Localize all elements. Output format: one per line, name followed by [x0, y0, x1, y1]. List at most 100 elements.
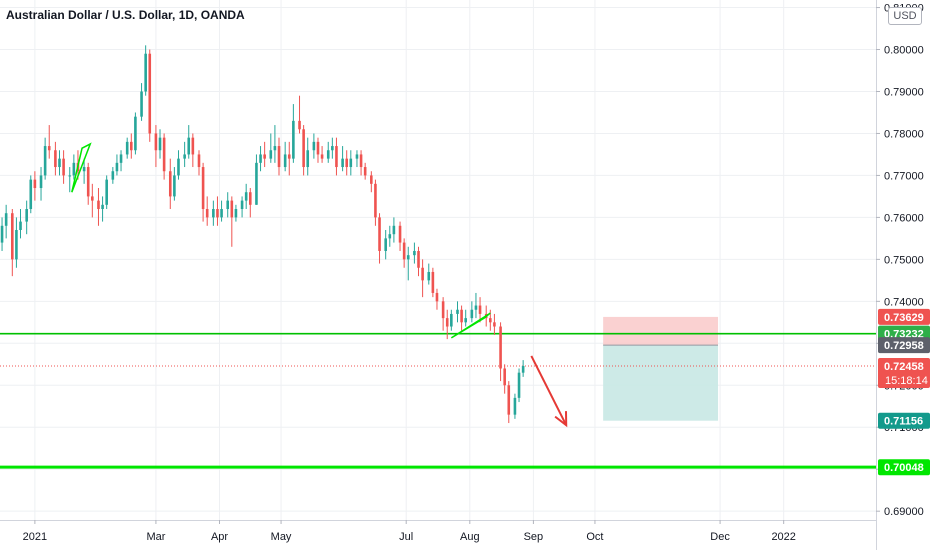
candle-body — [168, 171, 172, 197]
candle-body — [125, 141, 129, 155]
candle-body — [0, 225, 4, 243]
candle-body — [111, 171, 115, 180]
candle-body — [493, 322, 496, 327]
candle-body — [431, 271, 435, 293]
candle-body — [298, 120, 301, 130]
candle-body — [349, 158, 353, 168]
candle-body — [292, 120, 295, 159]
price-tag-label: 0.71156 — [884, 416, 923, 428]
candle-body — [148, 53, 152, 134]
candle-body — [154, 133, 158, 151]
candle-body — [197, 154, 201, 168]
candle-body — [406, 255, 410, 260]
candle-body — [129, 141, 133, 151]
y-tick-label: 0.78000 — [884, 128, 924, 140]
candle-body — [19, 221, 22, 230]
chart-title: Australian Dollar / U.S. Dollar, 1D, OAN… — [6, 8, 245, 22]
x-tick-label: Sep — [524, 531, 544, 543]
candle-body — [259, 154, 262, 163]
y-tick-label: 0.77000 — [884, 170, 924, 182]
candle-body — [230, 200, 234, 218]
candle-body — [191, 137, 195, 155]
currency-button[interactable]: USD — [888, 7, 922, 25]
candle-body — [29, 179, 33, 210]
candle-body — [335, 146, 338, 168]
candle-body — [341, 158, 344, 168]
price-tag — [878, 412, 930, 429]
candle-body — [460, 309, 463, 323]
candle-body — [82, 167, 86, 172]
time-axis-bg — [0, 520, 876, 550]
candle-body — [374, 183, 377, 218]
candle-body — [58, 158, 61, 168]
candle-body — [517, 372, 521, 398]
candle-body — [4, 213, 8, 226]
candle-body — [345, 158, 349, 168]
candle-body — [173, 175, 176, 197]
candle-body — [101, 204, 104, 210]
time-axis[interactable]: 2021 Mar Apr May Jul Aug Sep Oct Dec 2022 — [0, 520, 876, 550]
candle-body — [33, 179, 37, 189]
arrow-head — [554, 411, 568, 428]
candle-body — [234, 209, 238, 218]
candle-body — [226, 200, 230, 210]
candle-body — [464, 318, 467, 323]
candle-body — [326, 150, 330, 159]
price-axis-bg — [876, 0, 932, 550]
price-tag — [878, 358, 930, 389]
candle-body — [97, 200, 100, 210]
y-tick-label: 0.80000 — [884, 45, 924, 57]
candle-body — [47, 146, 51, 151]
candle-body — [312, 141, 316, 151]
candle-body — [499, 326, 502, 369]
candle-body — [320, 154, 324, 159]
x-tick-label: Oct — [586, 531, 603, 543]
take-profit-zone — [603, 345, 719, 421]
candle-body — [43, 146, 47, 176]
candle-body — [25, 209, 28, 222]
candle-body — [378, 217, 381, 251]
triangle-pattern — [71, 142, 92, 193]
x-tick-label: Mar — [146, 531, 165, 543]
candle-body — [158, 137, 162, 151]
price-tag — [878, 459, 930, 476]
price-tags: 0.736290.732320.729580.7245815:18:140.71… — [878, 308, 930, 476]
candle-body — [392, 225, 396, 235]
candle-body — [302, 129, 305, 168]
candle-body — [216, 209, 219, 218]
price-tag — [878, 308, 930, 325]
price-tag — [878, 337, 930, 354]
candle-body — [521, 365, 525, 373]
price-axis[interactable]: 0.810000.800000.790000.780000.770000.760… — [876, 0, 932, 550]
candle-body — [507, 385, 511, 415]
candle-body — [183, 154, 186, 159]
candle-body — [177, 158, 180, 176]
candle-body — [421, 267, 424, 281]
candle-body — [277, 146, 281, 168]
candle-body — [68, 175, 72, 177]
x-tick-label: 2022 — [771, 531, 795, 543]
candle-body — [456, 309, 459, 314]
candle-body — [489, 318, 492, 323]
candle-body — [359, 154, 363, 168]
candle-body — [86, 167, 90, 197]
price-tag-label: 0.73629 — [884, 312, 924, 324]
triangle-pattern — [450, 312, 491, 339]
candles — [0, 45, 525, 424]
candle-body — [283, 154, 287, 168]
candle-body — [478, 305, 482, 314]
drawings — [71, 142, 568, 428]
candle-body — [269, 150, 273, 159]
horizontal-lines — [0, 332, 876, 469]
x-tick-label: Apr — [211, 531, 228, 543]
candle-body — [316, 141, 320, 155]
y-tick-label: 0.74000 — [884, 296, 924, 308]
candle-body — [240, 200, 244, 210]
candle-body — [201, 167, 205, 210]
candle-body — [363, 167, 367, 176]
candle-body — [417, 250, 420, 268]
candle-body — [398, 225, 402, 243]
candle-body — [503, 368, 506, 386]
